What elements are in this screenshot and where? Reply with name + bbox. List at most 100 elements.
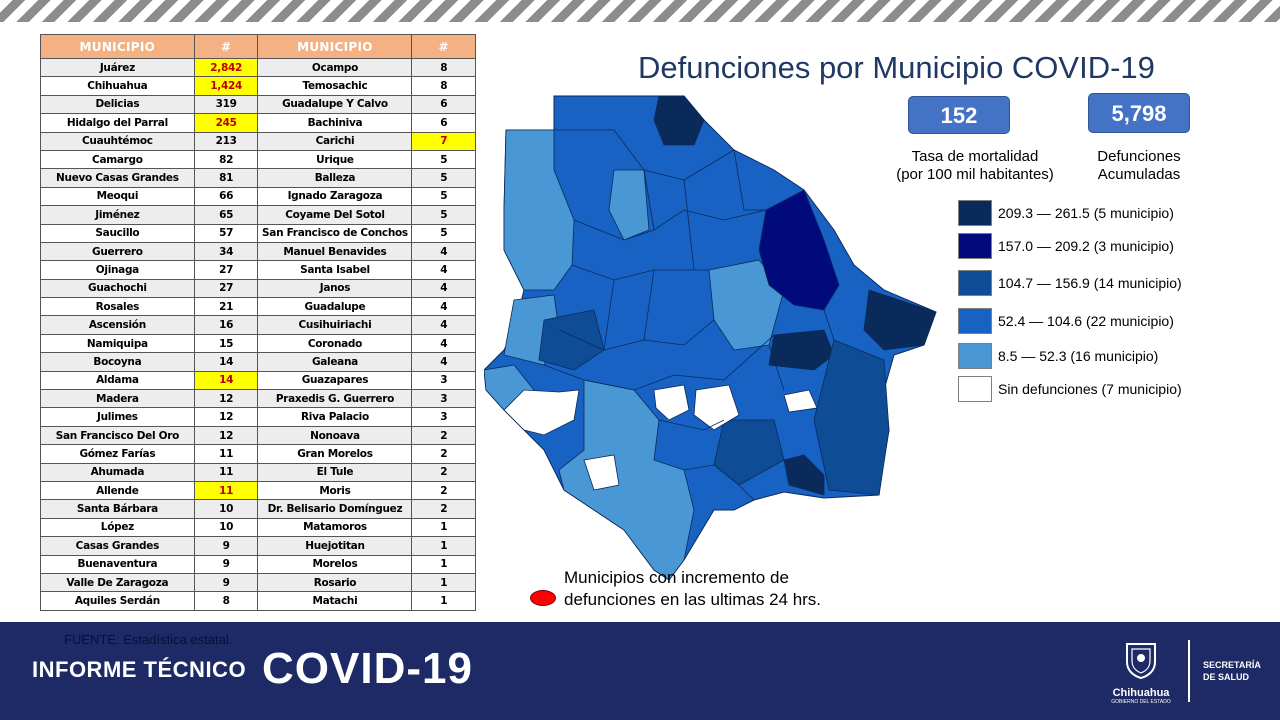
legend-swatch — [958, 270, 992, 296]
table-row: Gómez Farías 11 Gran Morelos 2 — [40, 444, 476, 464]
municipio-cell: Santa Isabel — [257, 260, 413, 280]
table-row: Jiménez 65 Coyame Del Sotol 5 — [40, 205, 476, 225]
municipio-cell: Gómez Farías — [40, 444, 195, 464]
mortality-label-line1: Tasa de mortalidad — [911, 148, 1039, 165]
report-label: INFORME TÉCNICO — [32, 657, 247, 682]
municipio-cell: Coronado — [257, 333, 413, 354]
municipio-cell: Aquiles Serdán — [40, 591, 195, 611]
legend-label: 209.3 — 261.5 (5 municipio) — [998, 205, 1174, 221]
count-cell: 7 — [411, 131, 476, 151]
table-row: Namiquipa 15 Coronado 4 — [40, 333, 476, 354]
deaths-label-line1: Defunciones — [1097, 148, 1181, 165]
count-cell: 4 — [411, 315, 476, 335]
municipio-cell: San Francisco Del Oro — [40, 425, 195, 446]
map-region-dark — [653, 95, 705, 146]
municipio-cell: Ignado Zaragoza — [257, 186, 413, 207]
count-cell: 27 — [193, 278, 259, 299]
legend-label: Sin defunciones (7 municipio) — [998, 381, 1182, 397]
count-cell: 1 — [411, 591, 476, 611]
count-cell: 11 — [193, 462, 259, 482]
map-region-none — [783, 389, 818, 413]
municipio-cell: Ojinaga — [40, 260, 195, 280]
municipio-cell: Santa Bárbara — [40, 499, 195, 519]
count-cell: 21 — [193, 297, 259, 317]
table-body: Juárez 2,842 Ocampo 8 Chihuahua 1,424 Temosach… — [40, 57, 476, 611]
count-cell: 81 — [193, 168, 259, 188]
count-cell: 4 — [411, 260, 476, 280]
count-cell: 2 — [411, 425, 476, 446]
count-cell: 2 — [411, 462, 476, 482]
count-cell: 2 — [411, 480, 476, 501]
legend-label: 8.5 — 52.3 (16 municipio) — [998, 348, 1159, 364]
map-region-none — [503, 389, 580, 436]
map-region-light — [608, 169, 650, 241]
municipio-cell: Guadalupe — [257, 297, 413, 317]
legend-item: 209.3 — 261.5 (5 municipio) — [958, 196, 1174, 230]
count-cell: 9 — [193, 554, 259, 574]
state-shield-icon — [1126, 643, 1156, 680]
footer-banner — [0, 622, 1280, 720]
municipio-cell: Guerrero — [40, 241, 195, 262]
count-cell: 27 — [193, 260, 259, 280]
page-title: Defunciones por Municipio COVID-19 — [638, 50, 1155, 85]
department-name: SECRETARÍA DE SALUD — [1203, 659, 1261, 683]
logo-subtitle: GOBIERNO DEL ESTADO — [1111, 699, 1171, 705]
municipio-cell: López — [40, 517, 195, 538]
municipio-cell: Dr. Belisario Domínguez — [257, 499, 413, 519]
count-cell: 4 — [411, 241, 476, 262]
table-row: Meoqui 66 Ignado Zaragoza 5 — [40, 186, 476, 207]
count-cell: 82 — [193, 149, 259, 170]
department-line2: DE SALUD — [1203, 672, 1250, 682]
header-municipio-1: MUNICIPIO — [40, 34, 195, 59]
count-cell: 9 — [193, 572, 259, 593]
municipio-cell: Allende — [40, 480, 195, 501]
municipio-cell: Morelos — [257, 554, 413, 574]
municipio-cell: Guazapares — [257, 370, 413, 391]
municipio-cell: Gran Morelos — [257, 444, 413, 464]
table-row: Casas Grandes 9 Huejotitan 1 — [40, 536, 476, 556]
table-row: Allende 11 Moris 2 — [40, 480, 476, 501]
header-municipio-2: MUNICIPIO — [257, 34, 413, 59]
source-note: FUENTE: Estadística estatal. — [64, 632, 233, 647]
table-header-row: MUNICIPIO # MUNICIPIO # — [40, 34, 476, 59]
legend-swatch — [958, 343, 992, 369]
header-count-1: # — [193, 34, 259, 59]
count-cell: 10 — [193, 499, 259, 519]
table-row: Valle De Zaragoza 9 Rosario 1 — [40, 572, 476, 593]
count-cell: 16 — [193, 315, 259, 335]
department-line1: SECRETARÍA — [1203, 660, 1261, 670]
increment-indicator-dot — [530, 590, 556, 606]
count-cell: 5 — [411, 168, 476, 188]
municipio-cell: Moris — [257, 480, 413, 501]
table-row: Ahumada 11 El Tule 2 — [40, 462, 476, 482]
mortality-rate-label: Tasa de mortalidad (por 100 mil habitant… — [880, 148, 1070, 184]
municipio-cell: Juárez — [40, 57, 195, 78]
count-cell: 10 — [193, 517, 259, 538]
map-region-none — [693, 384, 740, 431]
table-row: Guerrero 34 Manuel Benavides 4 — [40, 241, 476, 262]
count-cell: 34 — [193, 241, 259, 262]
header-count-2: # — [411, 34, 476, 59]
increment-note: Municipios con incremento de defunciones… — [564, 567, 821, 611]
map-region-dark — [768, 329, 835, 371]
table-row: Hidalgo del Parral 245 Bachiniva 6 — [40, 113, 476, 133]
municipio-cell: Ahumada — [40, 462, 195, 482]
table-row: Juárez 2,842 Ocampo 8 — [40, 57, 476, 78]
municipio-cell: Hidalgo del Parral — [40, 113, 195, 133]
count-cell: 2,842 — [193, 57, 259, 78]
count-cell: 3 — [411, 407, 476, 427]
map-region-light — [558, 379, 695, 581]
count-cell: 1 — [411, 554, 476, 574]
count-cell: 4 — [411, 297, 476, 317]
count-cell: 66 — [193, 186, 259, 207]
map-borders — [543, 129, 835, 501]
municipio-cell: Ascensión — [40, 315, 195, 335]
legend-label: 157.0 — 209.2 (3 municipio) — [998, 238, 1174, 254]
map-region-medium-dark — [813, 339, 890, 496]
count-cell: 1 — [411, 536, 476, 556]
accumulated-deaths-label: Defunciones Acumuladas — [1074, 148, 1204, 184]
legend-item: Sin defunciones (7 municipio) — [958, 372, 1182, 406]
count-cell: 12 — [193, 425, 259, 446]
municipio-cell: Casas Grandes — [40, 536, 195, 556]
count-cell: 8 — [193, 591, 259, 611]
